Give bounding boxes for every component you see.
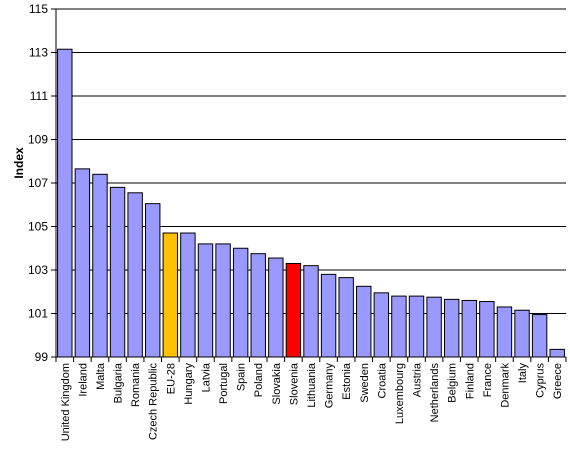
- bar: [408, 295, 425, 358]
- y-tick-label: 109: [28, 133, 48, 147]
- bar: [303, 265, 319, 358]
- x-category-label: Finland: [464, 363, 476, 399]
- x-category-label: Latvia: [200, 362, 212, 392]
- bar: [109, 186, 126, 358]
- x-category-label: Slovenia: [288, 362, 300, 405]
- y-tick-label: 115: [29, 2, 48, 16]
- x-category-label: Croatia: [376, 362, 388, 398]
- y-tick-label: 105: [28, 220, 48, 234]
- bar: [320, 273, 337, 358]
- bar: [426, 296, 442, 358]
- bar: [162, 232, 179, 358]
- bar: [356, 285, 372, 358]
- y-tick-label: 103: [28, 263, 48, 277]
- bar: [57, 48, 73, 358]
- y-tick-labels: 99 101 103 105 107 109 111 113 115: [28, 2, 48, 364]
- x-category-labels: United Kingdom Ireland Malta Bulgaria Romani…: [60, 362, 564, 441]
- bar: [145, 203, 161, 358]
- x-category-label: Bulgaria: [113, 362, 125, 403]
- bar: [127, 192, 143, 358]
- x-category-label: Estonia: [341, 362, 353, 400]
- bar: [496, 306, 513, 358]
- bar: [549, 348, 565, 358]
- axes: [51, 8, 567, 362]
- x-category-label: Czech Republic: [148, 363, 160, 441]
- x-category-label: Malta: [95, 362, 107, 390]
- bar: [268, 257, 284, 358]
- x-category-label: EU-28: [165, 363, 177, 394]
- bar: [461, 299, 477, 358]
- bar: [285, 262, 302, 358]
- bar: [479, 301, 495, 358]
- x-category-label: Germany: [324, 363, 336, 409]
- y-tick-label: 113: [29, 46, 48, 60]
- x-category-label: Luxembourg: [394, 363, 406, 424]
- bar: [232, 247, 249, 358]
- y-tick-label: 101: [28, 307, 48, 321]
- x-category-label: Netherlands: [429, 363, 441, 423]
- x-category-label: Portugal: [218, 363, 230, 404]
- x-category-label: Slovakia: [271, 362, 283, 404]
- x-category-label: Lithuania: [306, 362, 318, 408]
- x-category-label: Sweden: [359, 363, 371, 403]
- bar: [373, 292, 390, 358]
- bar: [197, 243, 214, 358]
- x-category-label: Greece: [552, 363, 564, 399]
- y-axis-title: Index: [12, 147, 26, 179]
- bar: [443, 298, 460, 358]
- x-category-label: Italy: [517, 363, 529, 384]
- bar: [250, 253, 266, 358]
- bar: [180, 232, 196, 358]
- x-category-label: France: [482, 363, 494, 397]
- y-tick-label: 111: [30, 89, 49, 103]
- bars: [57, 48, 565, 358]
- x-category-label: Belgium: [447, 363, 459, 403]
- x-category-label: United Kingdom: [60, 363, 72, 441]
- x-category-label: Poland: [253, 363, 265, 397]
- x-category-label: Denmark: [499, 363, 511, 408]
- bar: [92, 173, 108, 358]
- x-category-label: Hungary: [183, 363, 195, 405]
- bar: [391, 295, 407, 358]
- x-category-label: Austria: [412, 362, 424, 397]
- x-category-label: Romania: [130, 362, 142, 407]
- y-tick-label: 99: [35, 350, 49, 364]
- x-category-label: Spain: [236, 363, 248, 391]
- bar: [531, 314, 548, 358]
- x-category-label: Cyprus: [535, 363, 547, 398]
- bar: [215, 243, 231, 358]
- y-tick-label: 107: [28, 176, 48, 190]
- bar: [338, 277, 354, 358]
- bar: [74, 168, 91, 358]
- x-category-label: Ireland: [77, 363, 89, 397]
- bar: [514, 309, 530, 358]
